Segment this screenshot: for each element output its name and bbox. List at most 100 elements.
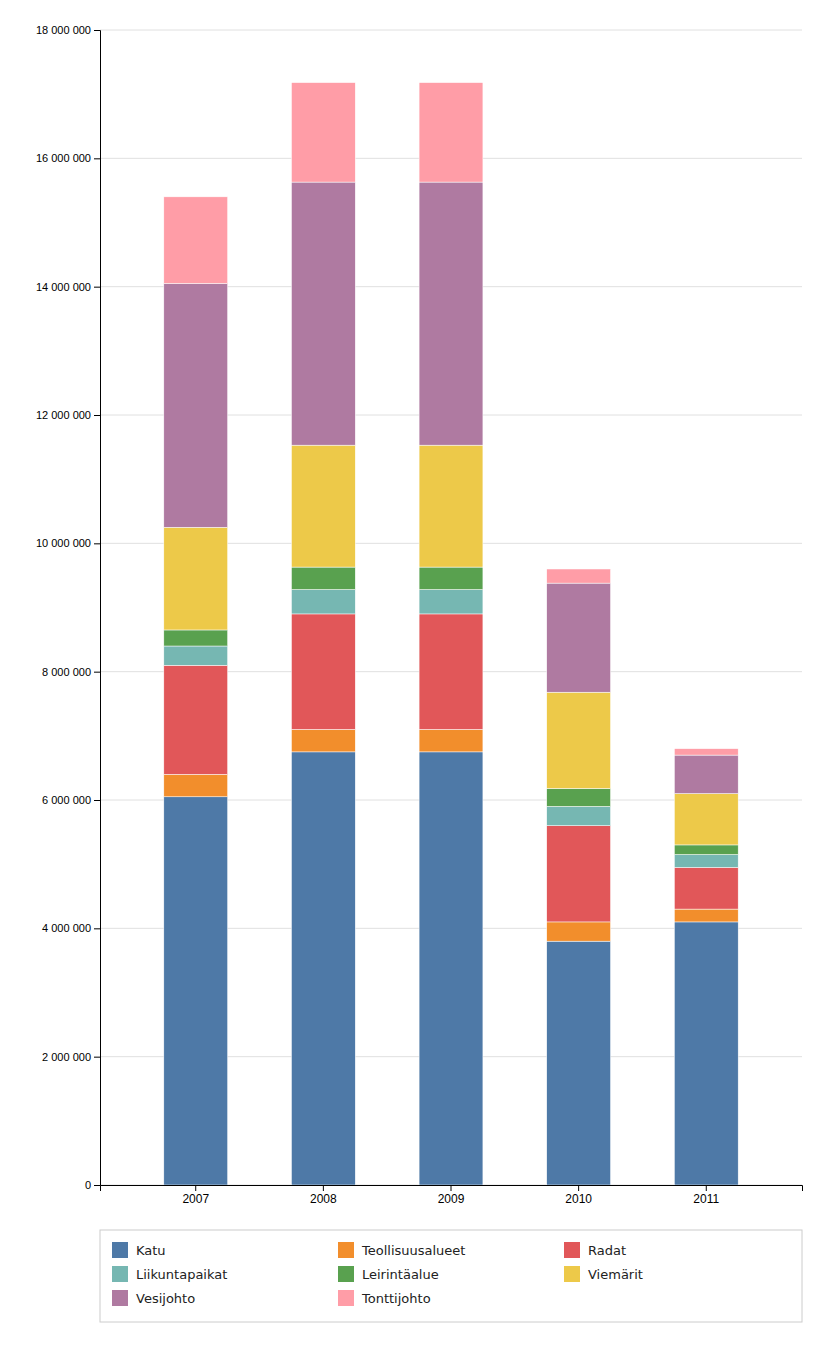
- bar-segment: [291, 567, 355, 589]
- legend-item: Teollisuusalueet: [338, 1242, 465, 1258]
- x-tick: 2007: [182, 1185, 209, 1206]
- tick-mark: [94, 287, 100, 288]
- tick-mark: [94, 1057, 100, 1058]
- tick-mark: [94, 672, 100, 673]
- bar-segment: [164, 527, 228, 630]
- bar-segment: [674, 909, 738, 922]
- y-tick: 16 000 000: [36, 152, 100, 164]
- tick-mark: [451, 1185, 452, 1191]
- legend-label: Katu: [136, 1243, 166, 1258]
- axis-line: [101, 1186, 803, 1192]
- legend-swatch: [564, 1266, 580, 1282]
- y-tick: 2 000 000: [42, 1051, 100, 1063]
- bar-segment: [291, 83, 355, 182]
- tick-label: 10 000 000: [36, 537, 91, 549]
- bar-segment: [291, 729, 355, 751]
- bar-segment: [547, 922, 611, 941]
- tick-label: 2 000 000: [42, 1051, 91, 1063]
- bar-segment: [419, 614, 483, 730]
- y-tick: 4 000 000: [42, 922, 100, 934]
- bar-segment: [674, 794, 738, 845]
- tick-label: 2008: [310, 1192, 337, 1206]
- bar-series: [164, 614, 738, 922]
- bar-segment: [547, 941, 611, 1185]
- bar-segment: [419, 590, 483, 614]
- tick-mark: [578, 1185, 579, 1191]
- x-axis: 2007 2008 2009 2010 2011: [101, 1185, 803, 1206]
- bar-series: [164, 445, 738, 845]
- bar-segment: [547, 569, 611, 583]
- legend-label: Liikuntapaikat: [136, 1267, 227, 1282]
- bar-series: [164, 567, 738, 854]
- bar-segment: [164, 797, 228, 1185]
- legend-swatch: [564, 1242, 580, 1258]
- bar-segment: [674, 845, 738, 855]
- bar-segment: [674, 855, 738, 868]
- legend-item: Leirintäalue: [338, 1266, 439, 1282]
- tick-label: 18 000 000: [36, 24, 91, 36]
- tick-mark: [94, 800, 100, 801]
- legend-label: Vesijohto: [136, 1291, 195, 1306]
- tick-label: 16 000 000: [36, 152, 91, 164]
- tick-label: 6 000 000: [42, 794, 91, 806]
- y-axis: 02 000 0004 000 0006 000 0008 000 00010 …: [36, 24, 101, 1191]
- bar-segment: [164, 283, 228, 527]
- legend-frame: [100, 1230, 802, 1322]
- tick-label: 2009: [438, 1192, 465, 1206]
- bars: [164, 83, 738, 1185]
- legend-swatch: [112, 1242, 128, 1258]
- bar-series: [164, 752, 738, 1185]
- bar-series: [164, 182, 738, 794]
- tick-mark: [195, 1185, 196, 1191]
- tick-mark: [706, 1185, 707, 1191]
- tick-label: 14 000 000: [36, 281, 91, 293]
- chart: 02 000 0004 000 0006 000 0008 000 00010 …: [0, 0, 827, 1355]
- legend-swatch: [112, 1266, 128, 1282]
- legend: Katu Teollisuusalueet Radat Liikuntapaikat L…: [100, 1230, 802, 1322]
- x-tick: 2010: [565, 1185, 592, 1206]
- bar-segment: [547, 806, 611, 825]
- bar-segment: [419, 83, 483, 182]
- tick-mark: [94, 928, 100, 929]
- bar-segment: [547, 692, 611, 788]
- bar-segment: [291, 445, 355, 567]
- tick-label: 2007: [182, 1192, 209, 1206]
- y-tick: 6 000 000: [42, 794, 100, 806]
- legend-label: Teollisuusalueet: [361, 1243, 465, 1258]
- bar-segment: [674, 922, 738, 1185]
- bar-segment: [291, 182, 355, 445]
- tick-mark: [94, 415, 100, 416]
- bar-segment: [419, 445, 483, 567]
- tick-mark: [94, 30, 100, 31]
- bar-segment: [674, 755, 738, 794]
- bar-segment: [547, 583, 611, 692]
- bar-segment: [164, 774, 228, 796]
- y-tick: 14 000 000: [36, 281, 100, 293]
- tick-mark: [323, 1185, 324, 1191]
- bar-segment: [419, 182, 483, 445]
- bar-segment: [291, 614, 355, 730]
- x-tick: 2008: [310, 1185, 337, 1206]
- plot: 02 000 0004 000 0006 000 0008 000 00010 …: [36, 24, 803, 1206]
- bar-segment: [164, 646, 228, 665]
- legend-item: Tonttijohto: [338, 1290, 431, 1306]
- legend-label: Leirintäalue: [362, 1267, 439, 1282]
- bar-segment: [291, 752, 355, 1185]
- bar-segment: [547, 788, 611, 806]
- legend-item: Radat: [564, 1242, 626, 1258]
- legend-item: Katu: [112, 1242, 166, 1258]
- tick-mark: [94, 543, 100, 544]
- x-tick: 2011: [693, 1185, 719, 1206]
- tick-label: 2011: [693, 1192, 719, 1206]
- bar-series: [164, 590, 738, 868]
- grid: [100, 30, 802, 1185]
- legend-swatch: [338, 1290, 354, 1306]
- legend-label: Radat: [588, 1243, 626, 1258]
- bar-segment: [674, 749, 738, 755]
- legend-swatch: [338, 1242, 354, 1258]
- tick-label: 8 000 000: [42, 666, 91, 678]
- legend-label: Tonttijohto: [361, 1291, 431, 1306]
- legend-item: Liikuntapaikat: [112, 1266, 227, 1282]
- bar-segment: [674, 867, 738, 909]
- legend-swatch: [112, 1290, 128, 1306]
